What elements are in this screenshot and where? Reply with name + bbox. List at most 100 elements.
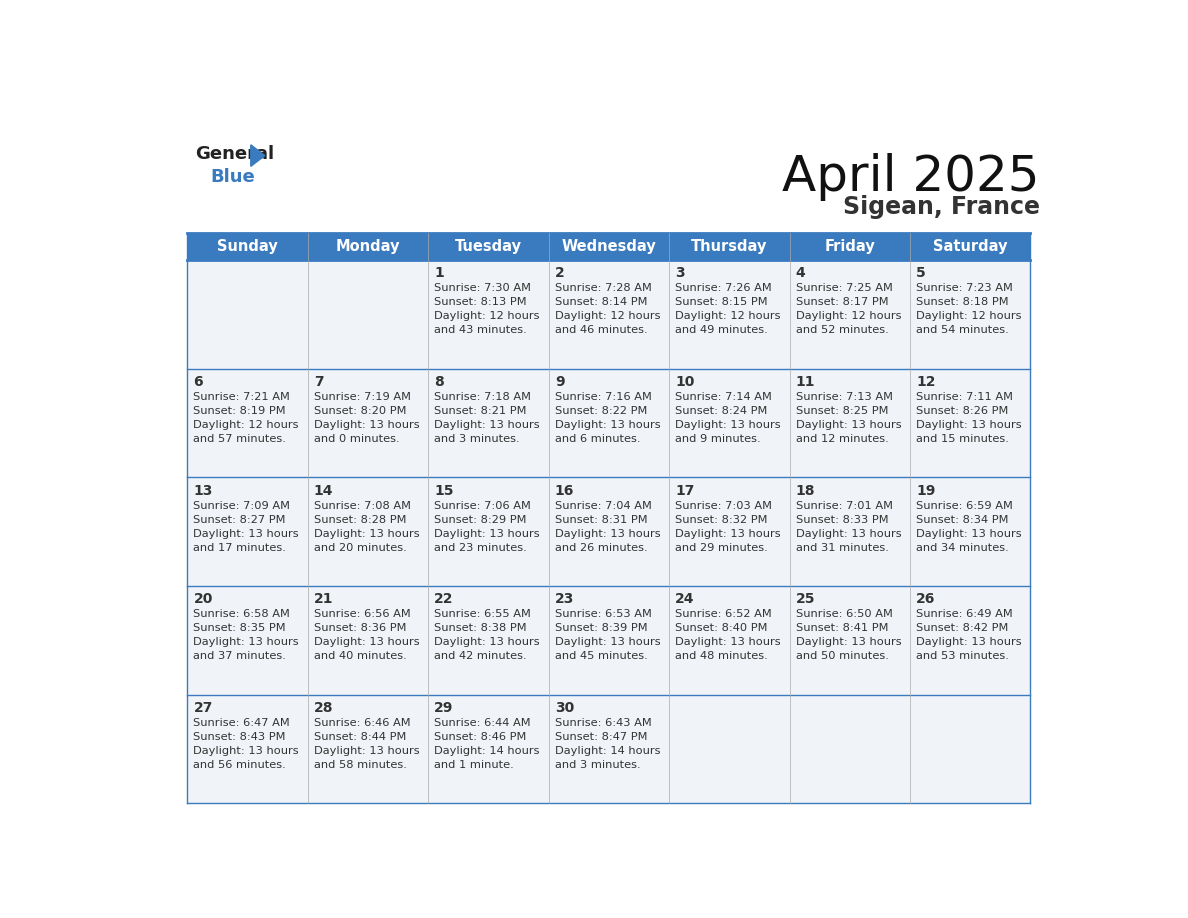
- Text: Friday: Friday: [824, 240, 876, 254]
- Bar: [428, 695, 549, 803]
- Text: Sigean, France: Sigean, France: [842, 195, 1040, 218]
- Bar: [188, 369, 308, 477]
- Text: 24: 24: [675, 592, 695, 606]
- Text: 23: 23: [555, 592, 574, 606]
- Text: 9: 9: [555, 375, 564, 389]
- Text: 22: 22: [435, 592, 454, 606]
- Text: Sunday: Sunday: [217, 240, 278, 254]
- Text: 28: 28: [314, 700, 334, 715]
- Bar: [428, 477, 549, 586]
- Bar: [188, 261, 308, 369]
- Text: Sunrise: 6:43 AM
Sunset: 8:47 PM
Daylight: 14 hours
and 3 minutes.: Sunrise: 6:43 AM Sunset: 8:47 PM Dayligh…: [555, 718, 661, 769]
- Text: Sunrise: 7:11 AM
Sunset: 8:26 PM
Daylight: 13 hours
and 15 minutes.: Sunrise: 7:11 AM Sunset: 8:26 PM Dayligh…: [916, 392, 1022, 444]
- Text: Sunrise: 6:52 AM
Sunset: 8:40 PM
Daylight: 13 hours
and 48 minutes.: Sunrise: 6:52 AM Sunset: 8:40 PM Dayligh…: [675, 610, 781, 661]
- Bar: [308, 369, 428, 477]
- Text: 17: 17: [675, 484, 695, 498]
- Text: Sunrise: 7:19 AM
Sunset: 8:20 PM
Daylight: 13 hours
and 0 minutes.: Sunrise: 7:19 AM Sunset: 8:20 PM Dayligh…: [314, 392, 419, 444]
- Text: 2: 2: [555, 266, 564, 281]
- Text: 27: 27: [194, 700, 213, 715]
- Text: Sunrise: 6:59 AM
Sunset: 8:34 PM
Daylight: 13 hours
and 34 minutes.: Sunrise: 6:59 AM Sunset: 8:34 PM Dayligh…: [916, 500, 1022, 553]
- Bar: [910, 261, 1030, 369]
- Bar: [428, 261, 549, 369]
- Bar: [188, 586, 308, 695]
- Text: 14: 14: [314, 484, 334, 498]
- Bar: [790, 477, 910, 586]
- Text: Sunrise: 7:08 AM
Sunset: 8:28 PM
Daylight: 13 hours
and 20 minutes.: Sunrise: 7:08 AM Sunset: 8:28 PM Dayligh…: [314, 500, 419, 553]
- Bar: [669, 586, 790, 695]
- Bar: [669, 261, 790, 369]
- Text: 25: 25: [796, 592, 815, 606]
- Text: Blue: Blue: [210, 168, 255, 186]
- Bar: [428, 369, 549, 477]
- Bar: [669, 477, 790, 586]
- Text: Sunrise: 7:26 AM
Sunset: 8:15 PM
Daylight: 12 hours
and 49 minutes.: Sunrise: 7:26 AM Sunset: 8:15 PM Dayligh…: [675, 284, 781, 335]
- Text: Monday: Monday: [336, 240, 400, 254]
- Text: Sunrise: 6:56 AM
Sunset: 8:36 PM
Daylight: 13 hours
and 40 minutes.: Sunrise: 6:56 AM Sunset: 8:36 PM Dayligh…: [314, 610, 419, 661]
- Text: Sunrise: 7:04 AM
Sunset: 8:31 PM
Daylight: 13 hours
and 26 minutes.: Sunrise: 7:04 AM Sunset: 8:31 PM Dayligh…: [555, 500, 661, 553]
- Text: Sunrise: 6:46 AM
Sunset: 8:44 PM
Daylight: 13 hours
and 58 minutes.: Sunrise: 6:46 AM Sunset: 8:44 PM Dayligh…: [314, 718, 419, 769]
- Bar: [308, 695, 428, 803]
- Text: Sunrise: 7:14 AM
Sunset: 8:24 PM
Daylight: 13 hours
and 9 minutes.: Sunrise: 7:14 AM Sunset: 8:24 PM Dayligh…: [675, 392, 781, 444]
- Text: 19: 19: [916, 484, 936, 498]
- Bar: [790, 695, 910, 803]
- Bar: [188, 233, 1030, 261]
- Text: 29: 29: [435, 700, 454, 715]
- Text: Sunrise: 6:44 AM
Sunset: 8:46 PM
Daylight: 14 hours
and 1 minute.: Sunrise: 6:44 AM Sunset: 8:46 PM Dayligh…: [435, 718, 539, 769]
- Bar: [428, 586, 549, 695]
- Text: Sunrise: 7:23 AM
Sunset: 8:18 PM
Daylight: 12 hours
and 54 minutes.: Sunrise: 7:23 AM Sunset: 8:18 PM Dayligh…: [916, 284, 1022, 335]
- Text: Sunrise: 7:09 AM
Sunset: 8:27 PM
Daylight: 13 hours
and 17 minutes.: Sunrise: 7:09 AM Sunset: 8:27 PM Dayligh…: [194, 500, 299, 553]
- Text: Sunrise: 6:53 AM
Sunset: 8:39 PM
Daylight: 13 hours
and 45 minutes.: Sunrise: 6:53 AM Sunset: 8:39 PM Dayligh…: [555, 610, 661, 661]
- Text: 21: 21: [314, 592, 334, 606]
- Bar: [910, 369, 1030, 477]
- Text: General: General: [195, 145, 274, 162]
- Bar: [669, 369, 790, 477]
- Text: Sunrise: 6:55 AM
Sunset: 8:38 PM
Daylight: 13 hours
and 42 minutes.: Sunrise: 6:55 AM Sunset: 8:38 PM Dayligh…: [435, 610, 541, 661]
- Bar: [549, 477, 669, 586]
- Bar: [910, 477, 1030, 586]
- Text: Sunrise: 7:25 AM
Sunset: 8:17 PM
Daylight: 12 hours
and 52 minutes.: Sunrise: 7:25 AM Sunset: 8:17 PM Dayligh…: [796, 284, 902, 335]
- Bar: [188, 477, 308, 586]
- Text: 18: 18: [796, 484, 815, 498]
- Text: 3: 3: [675, 266, 685, 281]
- Bar: [549, 586, 669, 695]
- Text: 5: 5: [916, 266, 925, 281]
- Text: 6: 6: [194, 375, 203, 389]
- Text: 13: 13: [194, 484, 213, 498]
- Bar: [910, 695, 1030, 803]
- Bar: [549, 695, 669, 803]
- Text: 4: 4: [796, 266, 805, 281]
- Text: Thursday: Thursday: [691, 240, 767, 254]
- Text: April 2025: April 2025: [782, 152, 1040, 200]
- Text: Sunrise: 7:16 AM
Sunset: 8:22 PM
Daylight: 13 hours
and 6 minutes.: Sunrise: 7:16 AM Sunset: 8:22 PM Dayligh…: [555, 392, 661, 444]
- Bar: [549, 261, 669, 369]
- Bar: [549, 369, 669, 477]
- Text: 1: 1: [435, 266, 444, 281]
- Bar: [669, 695, 790, 803]
- Text: Wednesday: Wednesday: [562, 240, 656, 254]
- Text: 7: 7: [314, 375, 323, 389]
- Text: Saturday: Saturday: [933, 240, 1007, 254]
- Bar: [790, 586, 910, 695]
- Text: Sunrise: 6:49 AM
Sunset: 8:42 PM
Daylight: 13 hours
and 53 minutes.: Sunrise: 6:49 AM Sunset: 8:42 PM Dayligh…: [916, 610, 1022, 661]
- Text: Tuesday: Tuesday: [455, 240, 522, 254]
- Text: Sunrise: 7:13 AM
Sunset: 8:25 PM
Daylight: 13 hours
and 12 minutes.: Sunrise: 7:13 AM Sunset: 8:25 PM Dayligh…: [796, 392, 902, 444]
- Text: 30: 30: [555, 700, 574, 715]
- Text: Sunrise: 7:30 AM
Sunset: 8:13 PM
Daylight: 12 hours
and 43 minutes.: Sunrise: 7:30 AM Sunset: 8:13 PM Dayligh…: [435, 284, 539, 335]
- Text: Sunrise: 7:18 AM
Sunset: 8:21 PM
Daylight: 13 hours
and 3 minutes.: Sunrise: 7:18 AM Sunset: 8:21 PM Dayligh…: [435, 392, 541, 444]
- Bar: [308, 477, 428, 586]
- Text: Sunrise: 7:21 AM
Sunset: 8:19 PM
Daylight: 12 hours
and 57 minutes.: Sunrise: 7:21 AM Sunset: 8:19 PM Dayligh…: [194, 392, 299, 444]
- Text: Sunrise: 7:28 AM
Sunset: 8:14 PM
Daylight: 12 hours
and 46 minutes.: Sunrise: 7:28 AM Sunset: 8:14 PM Dayligh…: [555, 284, 661, 335]
- Text: 16: 16: [555, 484, 574, 498]
- Bar: [308, 261, 428, 369]
- Text: 15: 15: [435, 484, 454, 498]
- Polygon shape: [251, 145, 265, 166]
- Text: Sunrise: 7:01 AM
Sunset: 8:33 PM
Daylight: 13 hours
and 31 minutes.: Sunrise: 7:01 AM Sunset: 8:33 PM Dayligh…: [796, 500, 902, 553]
- Text: Sunrise: 7:06 AM
Sunset: 8:29 PM
Daylight: 13 hours
and 23 minutes.: Sunrise: 7:06 AM Sunset: 8:29 PM Dayligh…: [435, 500, 541, 553]
- Text: Sunrise: 6:58 AM
Sunset: 8:35 PM
Daylight: 13 hours
and 37 minutes.: Sunrise: 6:58 AM Sunset: 8:35 PM Dayligh…: [194, 610, 299, 661]
- Bar: [790, 261, 910, 369]
- Text: 26: 26: [916, 592, 936, 606]
- Text: 20: 20: [194, 592, 213, 606]
- Bar: [790, 369, 910, 477]
- Bar: [308, 586, 428, 695]
- Text: 12: 12: [916, 375, 936, 389]
